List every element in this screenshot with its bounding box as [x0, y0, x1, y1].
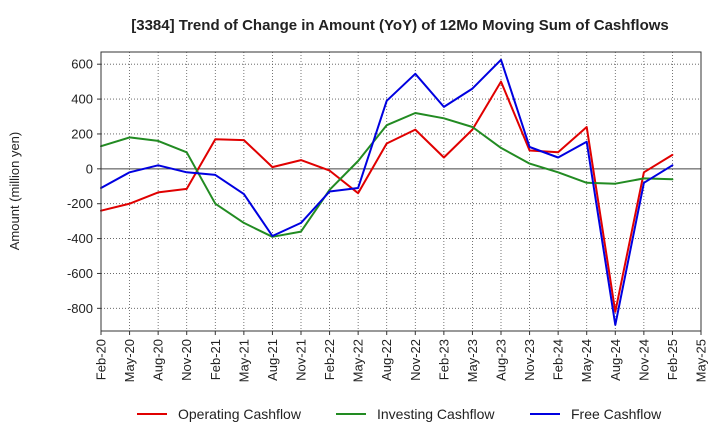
- x-axis-ticks: Feb-20 May-20 Aug-20 Nov-20 Feb-21 May-21 Aug-…: [94, 331, 709, 382]
- legend: Operating Cashflow Investing Cashflow Free…: [137, 406, 662, 422]
- series-line-investing-cashflow: [100, 112, 674, 238]
- x-tick-label: May-23: [465, 339, 480, 382]
- x-tick-label: Aug-23: [494, 339, 509, 381]
- y-tick-label: 200: [71, 126, 93, 141]
- y-tick-label: -600: [67, 266, 93, 281]
- legend-label: Free Cashflow: [571, 406, 662, 422]
- y-tick-label: 0: [86, 161, 93, 176]
- x-tick-label: Feb-22: [322, 339, 337, 380]
- x-tick-label: Nov-20: [179, 339, 194, 381]
- y-tick-label: -800: [67, 301, 93, 316]
- legend-label: Operating Cashflow: [178, 406, 302, 422]
- y-axis-ticks: 600 400 200 0 -200 -400 -600 -800: [67, 57, 101, 316]
- x-tick-label: Feb-25: [665, 339, 680, 380]
- x-tick-label: Nov-23: [522, 339, 537, 381]
- legend-label: Investing Cashflow: [377, 406, 495, 422]
- x-tick-label: May-24: [579, 339, 594, 382]
- x-tick-label: May-22: [351, 339, 366, 382]
- x-tick-label: Feb-20: [94, 339, 109, 380]
- plot-area-frame: [100, 51, 702, 332]
- x-tick-label: May-21: [236, 339, 251, 382]
- x-tick-label: May-20: [122, 339, 137, 382]
- x-tick-label: Nov-24: [636, 339, 651, 381]
- x-tick-label: Aug-24: [608, 339, 623, 381]
- gridlines: [100, 52, 702, 331]
- y-axis-label: Amount (million yen): [7, 132, 22, 251]
- y-tick-label: 400: [71, 92, 93, 107]
- x-tick-label: Aug-21: [265, 339, 280, 381]
- x-tick-label: Nov-21: [294, 339, 309, 381]
- x-tick-label: Feb-23: [436, 339, 451, 380]
- series-lines: [100, 58, 674, 326]
- y-tick-label: 600: [71, 57, 93, 72]
- x-tick-label: May-25: [694, 339, 709, 382]
- x-tick-label: Feb-24: [551, 339, 566, 380]
- x-tick-label: Aug-20: [151, 339, 166, 381]
- y-tick-label: -200: [67, 196, 93, 211]
- y-tick-label: -400: [67, 231, 93, 246]
- x-tick-label: Feb-21: [208, 339, 223, 380]
- x-tick-label: Aug-22: [379, 339, 394, 381]
- series-line-free-cashflow: [100, 58, 674, 326]
- x-tick-label: Nov-22: [408, 339, 423, 381]
- chart-title: [3384] Trend of Change in Amount (YoY) o…: [131, 17, 669, 34]
